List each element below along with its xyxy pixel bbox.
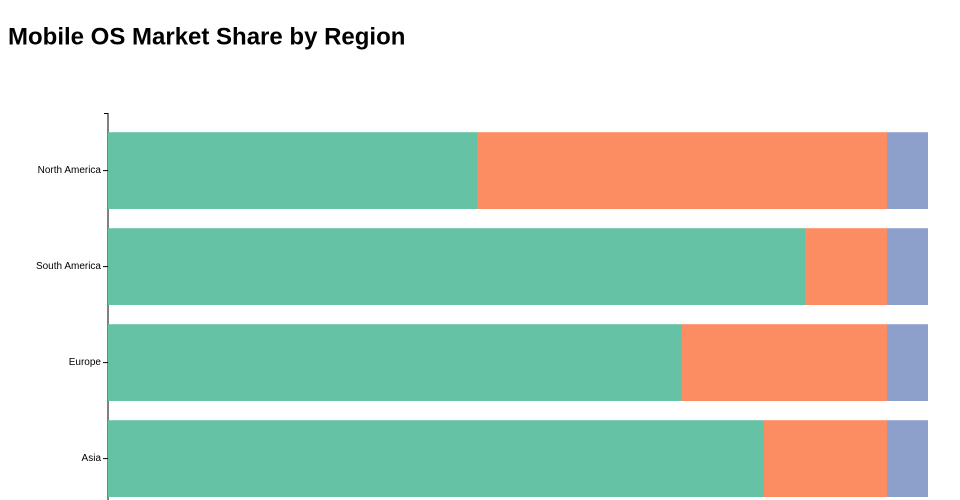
bar-segment xyxy=(108,228,805,305)
bar-segment xyxy=(887,228,928,305)
y-tick-label: Europe xyxy=(69,357,102,368)
bar-segment xyxy=(805,228,887,305)
bar-segment xyxy=(887,324,928,401)
bar-segment xyxy=(108,132,477,209)
y-tick-label: Asia xyxy=(82,453,102,464)
y-tick-label: North America xyxy=(38,165,102,176)
bar-segment xyxy=(682,324,887,401)
bar-segment xyxy=(764,420,887,497)
chart-title: Mobile OS Market Share by Region xyxy=(8,23,405,50)
bar-segment xyxy=(887,420,928,497)
bar-segment xyxy=(108,420,764,497)
y-tick-label: South America xyxy=(36,261,101,272)
bar-segment xyxy=(108,324,682,401)
bar-segment xyxy=(477,132,887,209)
bar-segment xyxy=(887,132,928,209)
